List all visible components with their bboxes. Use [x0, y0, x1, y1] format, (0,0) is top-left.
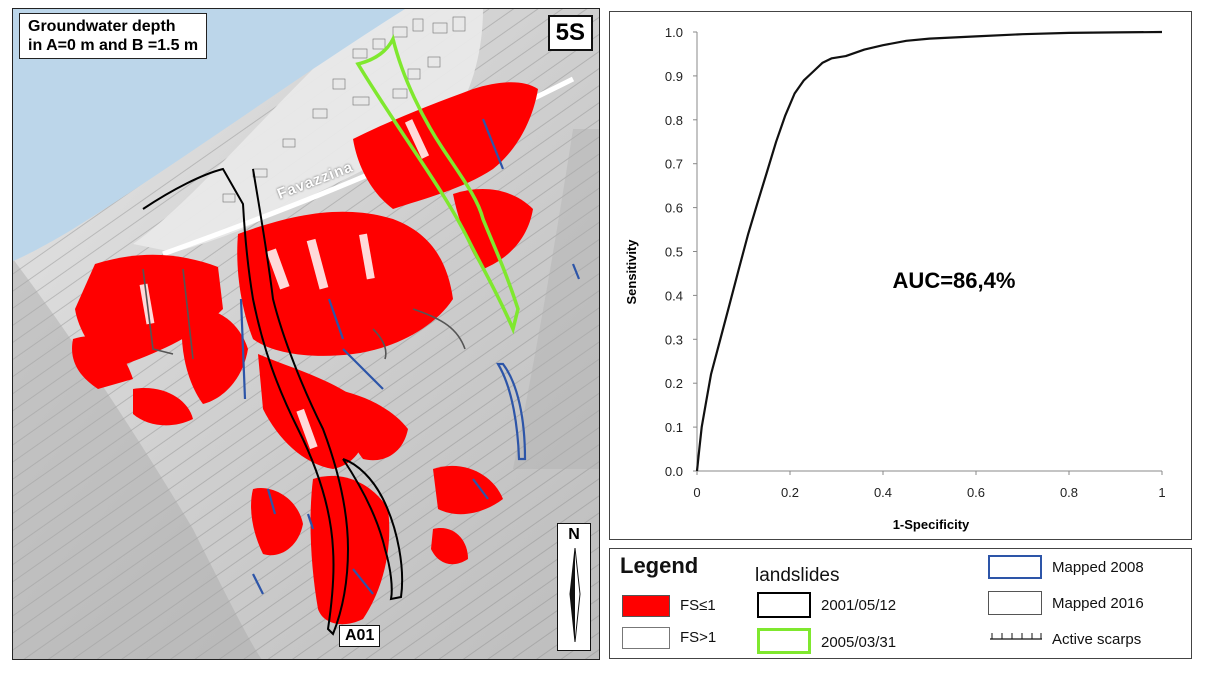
y-axis-label: Sensitivity	[624, 239, 639, 305]
sea	[13, 9, 405, 261]
active-scarps-label: Active scarps	[1052, 631, 1142, 648]
auc-annotation: AUC=86,4%	[893, 268, 1016, 293]
slide-2005-swatch	[757, 628, 811, 654]
fs-stable-swatch	[622, 627, 670, 649]
y-tick-label: 0.0	[665, 464, 683, 479]
landslides-heading: landslides	[755, 565, 840, 586]
roc-chart: 0.0 0.1 0.2 0.3 0.4 0.5 0.6 0.7 0.8 0.9 1.0 0 0.2 0.4…	[624, 25, 1166, 532]
landslide-id-label: A01	[339, 625, 381, 647]
roc-curve	[695, 30, 1163, 472]
mapped-2008-label: Mapped 2008	[1052, 559, 1144, 576]
y-tick-label: 0.3	[665, 332, 683, 347]
north-arrow: N	[557, 523, 591, 651]
x-tick-label: 0.6	[967, 485, 985, 500]
map-title-box: Groundwater depth in A=0 m and B =1.5 m	[19, 13, 208, 59]
mapped-2016-outlines	[142, 268, 466, 360]
x-tick-label: 0.4	[874, 485, 892, 500]
y-tick-label: 0.9	[665, 69, 683, 84]
y-tick-label: 0.7	[665, 157, 683, 172]
mapped-2008-outlines	[239, 118, 581, 595]
y-tick-label: 0.1	[665, 420, 683, 435]
landslide-2005-outline	[355, 33, 520, 335]
ridge-shade	[513, 129, 599, 469]
x-tick-label: 0	[693, 485, 700, 500]
y-tick-label: 0.6	[665, 201, 683, 216]
mapped-2016-label: Mapped 2016	[1052, 595, 1144, 612]
y-tick-label: 0.5	[665, 245, 683, 260]
north-label: N	[568, 526, 580, 543]
fs-unstable-label: FS≤1	[680, 597, 716, 614]
map-title-line2: in A=0 m and B =1.5 m	[28, 37, 199, 54]
town-area	[133, 9, 483, 252]
slide-2005-label: 2005/03/31	[821, 634, 897, 651]
fs-unstable-swatch	[622, 595, 670, 617]
stable-patches	[139, 119, 430, 450]
y-tick-label: 0.4	[665, 288, 683, 303]
scenario-badge: 5S	[547, 15, 593, 51]
susceptibility-map: Groundwater depth in A=0 m and B =1.5 m …	[12, 8, 600, 660]
mapped-2008-swatch	[988, 555, 1042, 579]
roc-chart-panel: 0.0 0.1 0.2 0.3 0.4 0.5 0.6 0.7 0.8 0.9 1.0 0 0.2 0.4…	[609, 11, 1192, 540]
north-arrow-icon	[569, 547, 581, 643]
slide-2001-label: 2001/05/12	[821, 597, 897, 614]
x-axis-label: 1-Specificity	[893, 517, 970, 532]
map-canvas	[13, 9, 599, 659]
x-tick-label: 0.8	[1060, 485, 1078, 500]
unstable-areas-fs-le-1	[72, 82, 538, 625]
slide-2001-swatch	[757, 592, 811, 618]
x-tick-label: 0.2	[781, 485, 799, 500]
y-tick-label: 0.2	[665, 376, 683, 391]
y-tick-label: 1.0	[665, 25, 683, 40]
x-tick-label: 1	[1158, 485, 1165, 500]
legend-panel: Legend FS≤1 FS>1 landslides 2001/05/12 2…	[609, 548, 1192, 659]
active-scarps-icon	[990, 633, 1042, 640]
landslide-2001-outline	[142, 167, 404, 636]
legend-heading: Legend	[620, 553, 699, 578]
mapped-2016-swatch	[988, 591, 1042, 615]
y-tick-label: 0.8	[665, 113, 683, 128]
fs-stable-label: FS>1	[680, 629, 717, 646]
map-title-line1: Groundwater depth	[28, 18, 176, 35]
